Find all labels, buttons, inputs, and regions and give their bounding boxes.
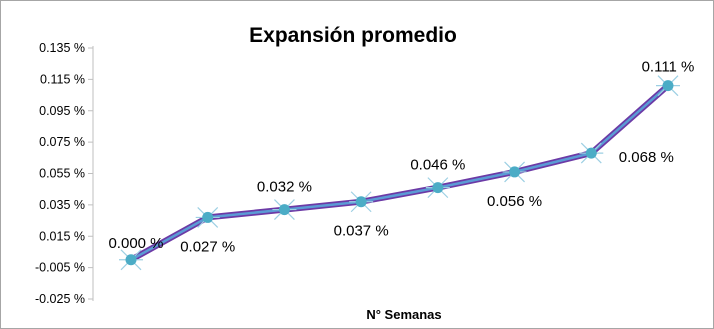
data-label: 0.032 %: [257, 179, 312, 196]
y-tick-label: 0.035 %: [39, 198, 85, 212]
data-label: 0.068 %: [619, 149, 674, 166]
series-line: [130, 84, 669, 261]
data-label: 0.027 %: [180, 238, 235, 255]
y-tick-label: 0.075 %: [39, 135, 85, 149]
data-point-marker: [502, 161, 527, 183]
x-axis-title: N° Semanas: [366, 307, 441, 322]
data-point-marker: [119, 249, 143, 271]
data-point-marker: [656, 75, 680, 97]
data-point-marker: [272, 199, 297, 221]
data-label: 0.037 %: [334, 223, 389, 240]
y-tick-label: 0.015 %: [39, 229, 85, 243]
y-tick-label: -0.005 %: [35, 261, 85, 275]
data-point-marker: [579, 142, 604, 164]
data-point-marker: [349, 191, 374, 213]
data-label: 0.056 %: [487, 193, 542, 210]
data-label: 0.111 %: [642, 59, 695, 76]
chart-title: Expansión promedio: [249, 24, 457, 47]
y-tick-label: 0.055 %: [39, 167, 85, 181]
markers-layer: [119, 75, 680, 271]
data-labels-layer: 0.000 % 0.027 % 0.032 % 0.037 % 0.046 % 0.056…: [108, 59, 694, 256]
data-point-marker: [195, 207, 220, 228]
data-label: 0.046 %: [410, 157, 465, 174]
y-axis-ticks: 0.135 % 0.115 % 0.095 % 0.075 % 0.055 % 0.035…: [35, 41, 93, 306]
data-point-marker: [425, 177, 450, 199]
y-tick-label: 0.115 %: [40, 72, 85, 86]
y-tick-label: 0.095 %: [39, 104, 85, 118]
series-layer: [129, 83, 670, 263]
data-label: 0.000 %: [108, 235, 163, 252]
y-tick-label: 0.135 %: [39, 41, 85, 55]
y-tick-label: -0.025 %: [35, 292, 85, 306]
